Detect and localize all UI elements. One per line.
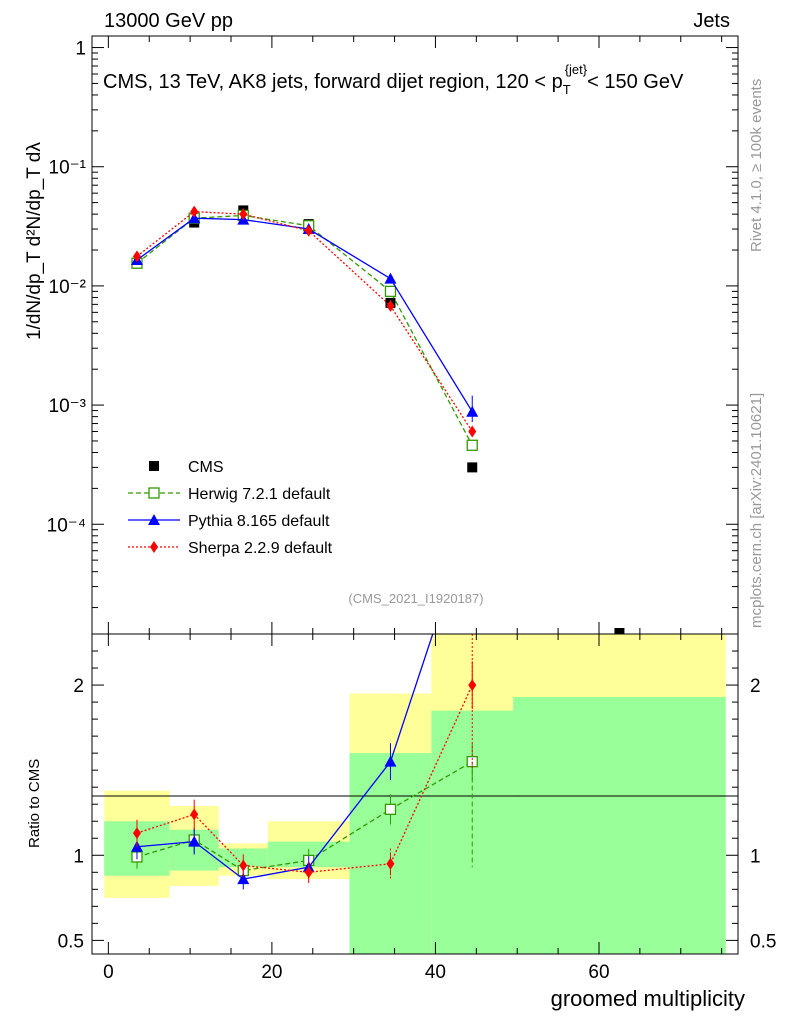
green-band — [513, 696, 726, 954]
x-tick-label: 0 — [103, 962, 114, 983]
main-title-text: CMS, 13 TeV, AK8 jets, forward dijet reg… — [103, 71, 546, 93]
rivet-version-label: Rivet 4.1.0, ≥ 100k events — [748, 79, 765, 252]
legend-marker — [150, 541, 158, 553]
legend-marker — [149, 461, 159, 471]
legend-marker — [148, 487, 160, 499]
legend-label: Pythia 8.165 default — [188, 513, 330, 530]
pythia-ratio-line — [136, 634, 434, 880]
legend-label: CMS — [188, 459, 224, 476]
pythia-ratio-point — [466, 509, 478, 520]
ratio-y-tick-label-right: 2 — [750, 676, 761, 697]
ratio-y-tick-label: 1 — [73, 846, 84, 867]
sherpa-ratio-point — [304, 866, 313, 879]
title-sub-T: T — [563, 82, 571, 97]
main-y-tick-label: 1 — [75, 39, 86, 60]
ratio-axes: 0.5 0.51 12 20 20 40 60 — [58, 634, 776, 983]
ratio-y-tick-label: 2 — [73, 676, 84, 697]
sherpa-point — [132, 250, 141, 263]
header-right-label: Jets — [693, 10, 730, 32]
herwig-point — [466, 439, 478, 451]
pythia-ratio-point — [384, 755, 397, 767]
title-sup-jet: {jet} — [565, 62, 588, 77]
analysis-tag: (CMS_2021_I1920187) — [348, 591, 483, 606]
main-data — [130, 205, 625, 634]
cms-point — [467, 462, 478, 473]
pythia-point — [384, 272, 397, 284]
main-y-tick-label: 10⁻⁴ — [47, 515, 86, 536]
header-left-label: 13000 GeV pp — [104, 10, 233, 32]
main-y-axis-label: 1/dN/dp_T d²N/dp_T dλ — [24, 142, 45, 340]
sherpa-ratio-point — [190, 808, 199, 821]
legend: CMS Herwig 7.2.1 default Pythia 8.165 defa… — [128, 459, 333, 557]
sherpa-point — [239, 208, 248, 221]
x-tick-label: 60 — [588, 962, 609, 983]
sherpa-ratio-point — [239, 859, 248, 872]
legend-entry-cms: CMS — [149, 459, 224, 476]
sherpa-ratio-point — [386, 857, 395, 870]
x-tick-label: 20 — [261, 962, 282, 983]
main-y-tick-label: 10⁻³ — [49, 396, 87, 417]
main-y-tick-label: 10⁻² — [49, 277, 87, 298]
pythia-ratio-point — [188, 835, 201, 847]
legend-entry-herwig: Herwig 7.2.1 default — [128, 486, 331, 503]
pythia-point — [188, 212, 201, 224]
herwig-point — [384, 285, 397, 298]
ratio-data — [130, 509, 478, 890]
mcplots-label: mcplots.cern.ch [arXiv:2401.10621] — [748, 393, 765, 628]
legend-label: Sherpa 2.2.9 default — [188, 540, 333, 557]
sherpa-point — [190, 205, 199, 218]
ratio-y-axis-label: Ratio to CMS — [26, 759, 43, 848]
main-axes — [92, 36, 738, 634]
main-panel: 1 10⁻¹ 10⁻² 10⁻³ 10⁻⁴ — [47, 35, 739, 635]
pythia-ratio-point — [237, 873, 250, 885]
ratio-panel: 0.5 0.51 12 20 20 40 60 — [58, 509, 776, 983]
sherpa-point — [304, 224, 313, 237]
x-axis-label: groomed multiplicity — [551, 986, 745, 1011]
legend-entry-pythia: Pythia 8.165 default — [128, 513, 330, 530]
sherpa-point — [386, 299, 395, 312]
herwig-ratio-point — [384, 803, 397, 815]
sherpa-line — [136, 210, 473, 432]
ratio-uncertainty-bands — [104, 634, 726, 954]
ratio-y-tick-label-right: 0.5 — [750, 931, 776, 952]
sherpa-point — [468, 425, 477, 438]
ratio-y-tick-label-right: 1 — [750, 846, 761, 867]
main-plot-title: CMS, 13 TeV, AK8 jets, forward dijet reg… — [103, 62, 684, 97]
main-y-axis-label-text: 1/dN/dp_T d²N/dp_T dλ — [24, 142, 45, 340]
sherpa-ratio-point — [468, 679, 477, 692]
ratio-frame — [91, 633, 739, 955]
legend-marker — [148, 514, 160, 525]
main-y-tick-labels: 1 10⁻¹ 10⁻² 10⁻³ 10⁻⁴ — [47, 39, 86, 537]
pythia-line — [136, 217, 473, 413]
legend-label: Herwig 7.2.1 default — [188, 486, 331, 503]
sherpa-ratio-point — [132, 827, 141, 840]
legend-entry-sherpa: Sherpa 2.2.9 default — [128, 540, 333, 557]
x-tick-label: 40 — [425, 962, 446, 983]
ratio-y-tick-label: 0.5 — [58, 931, 84, 952]
main-y-tick-label: 10⁻¹ — [49, 158, 87, 179]
cms-point — [614, 628, 625, 634]
title-p: p — [552, 71, 563, 93]
title-rest: < 150 GeV — [587, 71, 684, 93]
